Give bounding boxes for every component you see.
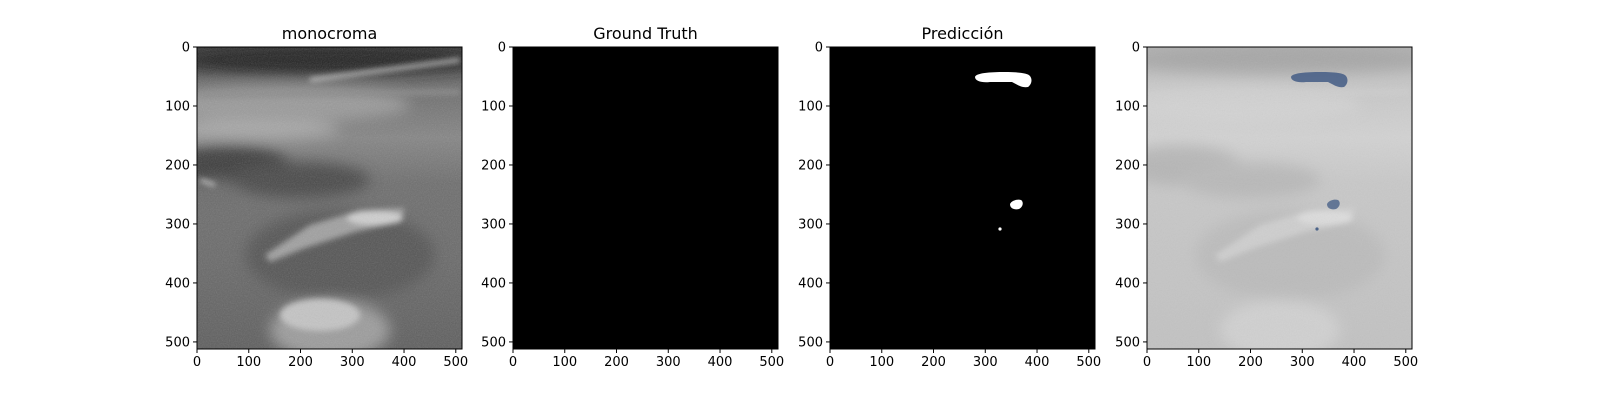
x-tick-label: 400 [392, 355, 417, 370]
mask-region [998, 227, 1002, 231]
panel-prediccion: Predicción 0 100 200 300 400 500 0 100 200 300 40… [798, 24, 1101, 370]
y-tick-label: 400 [1115, 276, 1140, 291]
mask-region [1010, 199, 1023, 210]
x-tick-label: 0 [1143, 355, 1151, 370]
y-tick-label: 0 [1132, 41, 1140, 56]
y-axis: 0 100 200 300 400 500 [1115, 41, 1147, 350]
x-tick-label: 500 [1393, 355, 1418, 370]
x-tick-label: 500 [443, 355, 468, 370]
y-tick-label: 0 [498, 41, 506, 56]
ultrasound-image [197, 47, 462, 349]
panel-monocroma: monocroma 0 10 [165, 24, 468, 370]
mask-region [975, 72, 1032, 88]
x-tick-label: 100 [552, 355, 577, 370]
y-tick-label: 400 [481, 276, 506, 291]
x-tick-label: 200 [604, 355, 629, 370]
y-axis: 0 100 200 300 400 500 [798, 41, 830, 350]
y-tick-label: 0 [815, 41, 823, 56]
x-tick-label: 300 [340, 355, 365, 370]
x-tick-label: 300 [1290, 355, 1315, 370]
x-tick-label: 300 [656, 355, 681, 370]
y-tick-label: 200 [1115, 158, 1140, 173]
y-tick-label: 300 [481, 217, 506, 232]
x-tick-label: 400 [708, 355, 733, 370]
x-axis: 0 100 200 300 400 500 [509, 349, 784, 370]
x-axis: 0 100 200 300 400 500 [193, 349, 468, 370]
y-tick-label: 300 [1115, 217, 1140, 232]
y-tick-label: 300 [165, 217, 190, 232]
panel-title: Predicción [921, 24, 1003, 43]
y-tick-label: 100 [165, 99, 190, 114]
y-tick-label: 100 [798, 99, 823, 114]
y-tick-label: 200 [481, 158, 506, 173]
x-tick-label: 0 [193, 355, 201, 370]
x-tick-label: 200 [921, 355, 946, 370]
panel-title: monocroma [282, 24, 378, 43]
x-tick-label: 300 [973, 355, 998, 370]
y-tick-label: 200 [798, 158, 823, 173]
y-tick-label: 100 [481, 99, 506, 114]
x-tick-label: 400 [1342, 355, 1367, 370]
x-axis: 0 100 200 300 400 500 [826, 349, 1101, 370]
y-tick-label: 500 [798, 335, 823, 350]
y-tick-label: 500 [165, 335, 190, 350]
x-tick-label: 0 [826, 355, 834, 370]
overlay-mask-region [1291, 72, 1348, 88]
x-tick-label: 100 [1186, 355, 1211, 370]
y-tick-label: 500 [481, 335, 506, 350]
axes-frame [512, 46, 779, 350]
y-tick-label: 100 [1115, 99, 1140, 114]
y-tick-label: 300 [798, 217, 823, 232]
ground-truth-mask [513, 47, 778, 349]
y-tick-label: 200 [165, 158, 190, 173]
x-tick-label: 400 [1025, 355, 1050, 370]
overlay-mask-region [1315, 227, 1319, 231]
prediction-mask [830, 47, 1095, 349]
axes-frame [1146, 46, 1413, 350]
x-tick-label: 500 [759, 355, 784, 370]
x-tick-label: 200 [288, 355, 313, 370]
overlay-image [1147, 47, 1412, 349]
x-tick-label: 500 [1076, 355, 1101, 370]
x-axis: 0 100 200 300 400 500 [1143, 349, 1418, 370]
x-tick-label: 200 [1238, 355, 1263, 370]
x-tick-label: 0 [509, 355, 517, 370]
panel-ground-truth: Ground Truth 0 100 200 300 400 500 0 100 200 300… [481, 24, 784, 370]
y-tick-label: 0 [182, 41, 190, 56]
y-axis: 0 100 200 300 400 500 [165, 41, 197, 350]
y-tick-label: 400 [798, 276, 823, 291]
x-tick-label: 100 [236, 355, 261, 370]
y-tick-label: 500 [1115, 335, 1140, 350]
panel-title: Ground Truth [593, 24, 698, 43]
y-axis: 0 100 200 300 400 500 [481, 41, 513, 350]
x-tick-label: 100 [869, 355, 894, 370]
panel-overlay: 0 100 200 300 400 500 0 100 200 300 400 500 [1115, 41, 1418, 371]
y-tick-label: 400 [165, 276, 190, 291]
overlay-mask-region [1327, 199, 1340, 210]
axes-frame [829, 46, 1096, 350]
axes-frame [196, 46, 463, 350]
